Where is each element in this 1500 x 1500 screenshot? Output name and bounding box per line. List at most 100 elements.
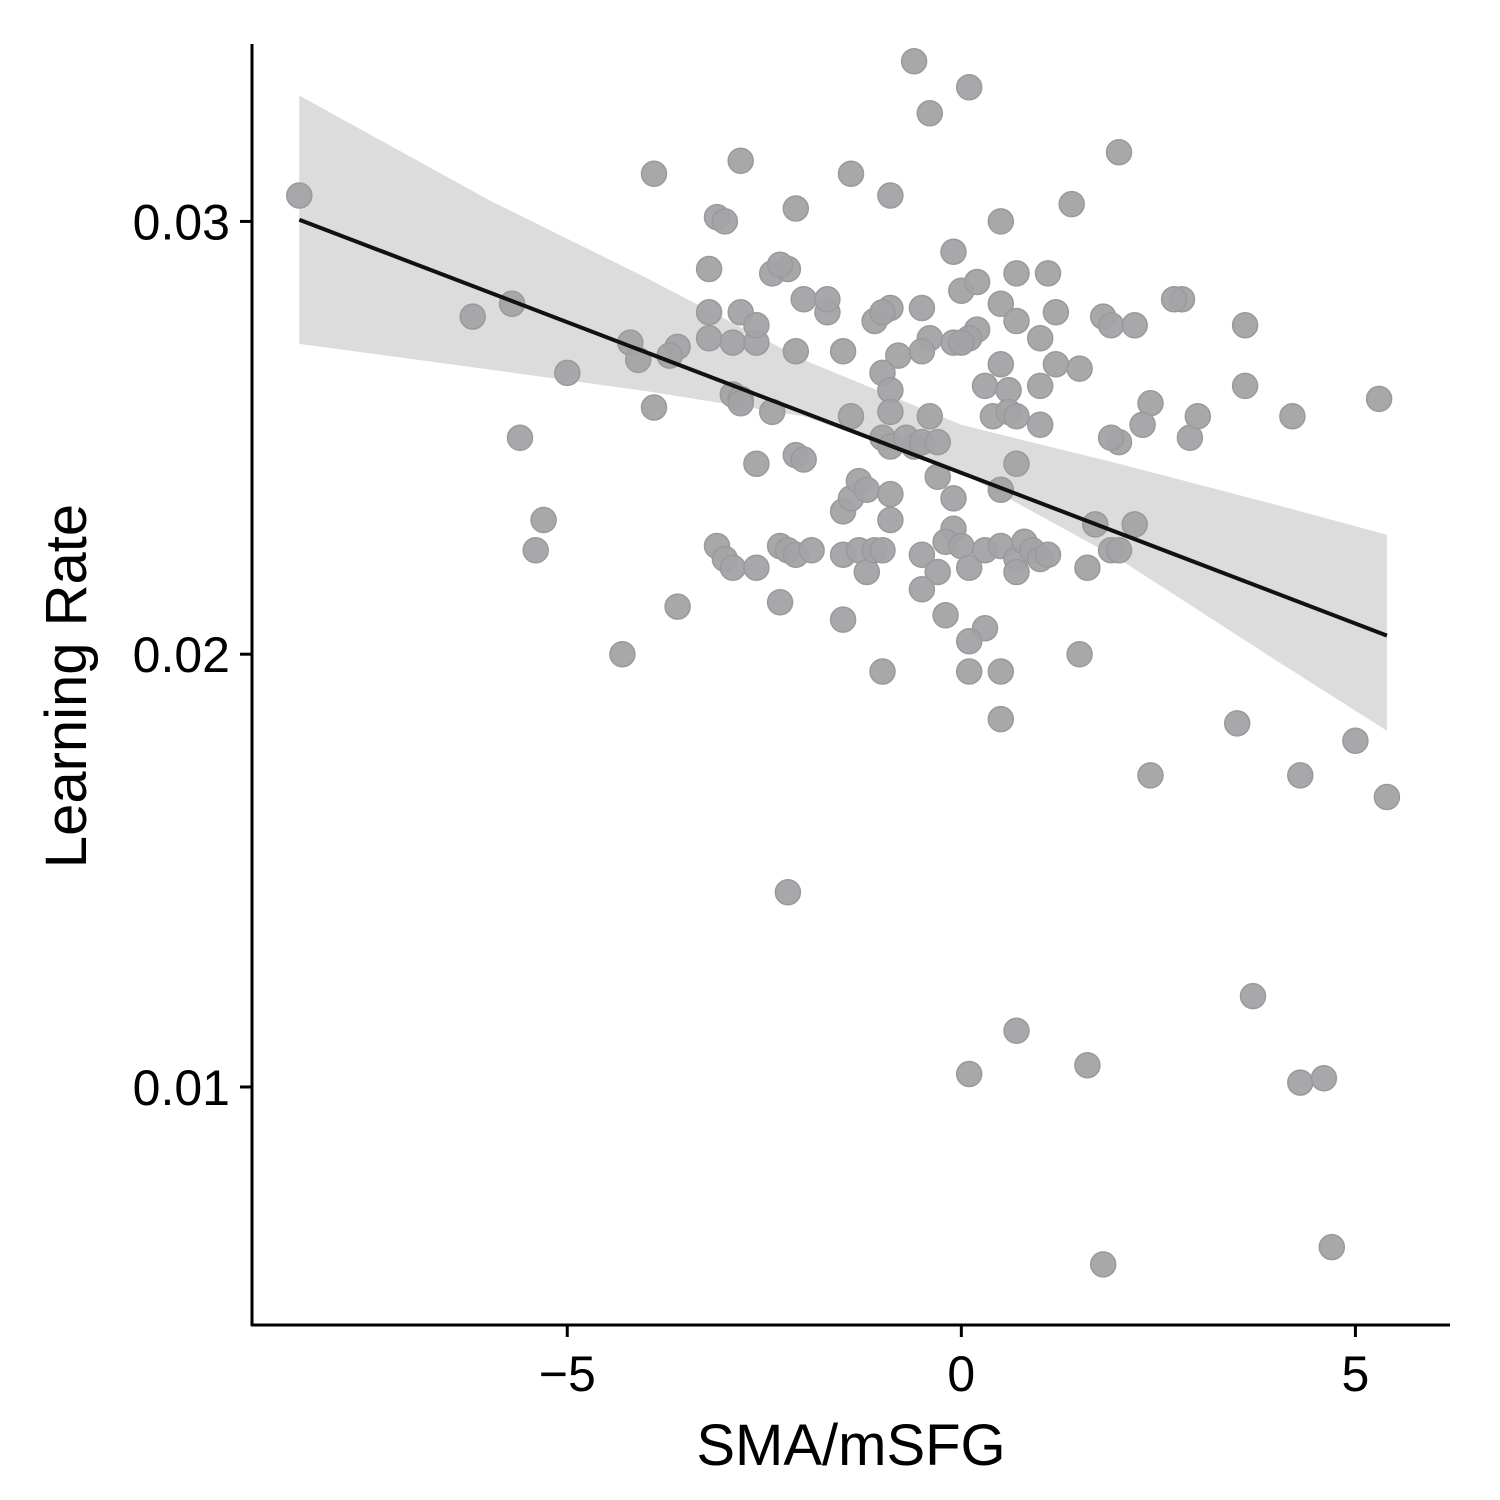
axes-layer: 0.01 0.02 0.03 −5 0 5 (133, 44, 1450, 1402)
data-point (955, 627, 983, 655)
data-point (640, 160, 668, 188)
data-point (1042, 350, 1070, 378)
data-point (1121, 511, 1148, 538)
data-point (1184, 402, 1212, 430)
labels-layer: SMA/mSFG Learning Rate (34, 504, 1006, 1478)
data-point (1003, 402, 1030, 430)
data-point (782, 338, 810, 365)
data-point (695, 255, 723, 283)
data-point (1026, 372, 1054, 400)
data-point (1160, 286, 1188, 313)
data-point (1310, 1065, 1338, 1092)
data-point (908, 576, 936, 603)
fit-line-layer (298, 217, 1388, 638)
data-point (837, 402, 865, 430)
data-point (1287, 1069, 1314, 1096)
data-point (877, 182, 904, 209)
data-point (853, 476, 881, 504)
data-point (743, 450, 770, 478)
data-point (932, 602, 959, 629)
data-point (1105, 138, 1133, 166)
data-point (782, 195, 810, 222)
points-layer (286, 48, 1401, 1278)
data-point (987, 350, 1015, 378)
data-point (955, 74, 983, 101)
x-tick-label: −5 (539, 1346, 596, 1402)
data-point (1279, 402, 1306, 430)
data-point (790, 446, 817, 473)
data-point (1003, 260, 1030, 287)
data-point (1318, 1233, 1346, 1261)
data-point (916, 99, 944, 127)
data-point (640, 394, 668, 421)
data-point (829, 338, 857, 365)
data-point (798, 537, 825, 564)
data-point (530, 506, 557, 534)
data-point (924, 558, 951, 586)
data-point (1058, 190, 1085, 218)
data-point (869, 299, 896, 326)
data-point (766, 589, 794, 616)
data-point (1121, 312, 1148, 339)
data-point (1074, 1052, 1101, 1079)
y-tick-label: 0.03 (133, 194, 230, 250)
data-point (1105, 537, 1133, 564)
data-point (711, 208, 739, 235)
x-tick-label: 5 (1342, 1346, 1370, 1402)
data-point (1231, 312, 1259, 339)
data-point (1097, 312, 1125, 339)
data-point (837, 160, 865, 188)
data-point (664, 593, 691, 620)
data-point (814, 286, 841, 313)
data-point (940, 485, 967, 512)
data-point (1129, 411, 1156, 439)
data-point (1066, 640, 1093, 668)
data-point (1287, 762, 1314, 789)
data-point (719, 329, 747, 356)
data-point (1239, 982, 1267, 1010)
data-point (522, 537, 549, 564)
data-point (955, 554, 983, 581)
data-point (1137, 762, 1164, 789)
data-point (908, 294, 936, 322)
data-point (743, 554, 770, 581)
data-point (695, 299, 723, 326)
data-point (829, 606, 857, 633)
data-point (554, 359, 581, 387)
data-point (971, 372, 999, 400)
data-point (1373, 783, 1401, 811)
data-point (963, 268, 991, 296)
data-point (987, 290, 1015, 317)
x-axis-title: SMA/mSFG (696, 1413, 1005, 1478)
data-point (908, 541, 936, 568)
data-point (1089, 1251, 1117, 1278)
data-point (1003, 1017, 1030, 1044)
data-point (1034, 541, 1062, 568)
data-point (869, 537, 896, 564)
data-point (727, 147, 754, 175)
data-point (774, 878, 802, 906)
data-point (1074, 554, 1101, 581)
y-tick-label: 0.02 (133, 627, 230, 683)
data-point (743, 312, 770, 339)
data-point (869, 658, 896, 685)
data-point (924, 428, 951, 456)
data-point (1223, 710, 1251, 737)
data-point (877, 480, 904, 508)
data-point (1034, 260, 1062, 287)
data-point (1003, 450, 1030, 478)
data-point (916, 402, 944, 430)
data-point (506, 424, 534, 452)
data-point (877, 506, 904, 534)
data-point (719, 554, 747, 581)
data-point (948, 329, 975, 356)
data-point (727, 389, 754, 417)
data-point (695, 325, 723, 352)
data-point (1042, 299, 1070, 326)
data-point (955, 658, 983, 685)
data-point (955, 1060, 983, 1088)
data-point (940, 238, 967, 265)
data-point (1097, 424, 1125, 452)
regression-line (298, 217, 1388, 638)
